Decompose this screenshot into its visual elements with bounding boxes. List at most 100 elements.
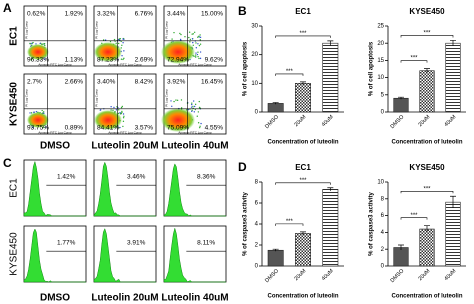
event-dot xyxy=(199,57,202,60)
error-bar xyxy=(300,231,306,236)
column-label: Luteolin 40uM xyxy=(161,293,228,304)
event-dot xyxy=(188,31,191,33)
quadrant-percent: 2.7% xyxy=(27,79,42,86)
event-dot xyxy=(109,40,112,43)
axis-label: Annexin-FITC Log Comp xyxy=(38,62,72,66)
event-dot xyxy=(122,125,124,128)
column-label: DMSO xyxy=(40,293,70,304)
significance-bracket xyxy=(275,73,304,76)
y-tick-label: 15 xyxy=(377,58,384,64)
event-dot xyxy=(192,44,194,46)
error-bar xyxy=(300,81,306,85)
event-dot xyxy=(190,106,193,108)
event-dot xyxy=(191,33,193,35)
density xyxy=(27,44,49,60)
event-dot xyxy=(194,103,197,106)
event-dot xyxy=(199,39,202,41)
quadrant-percent: 3.92% xyxy=(167,79,186,86)
quadrant-percent: 96.33% xyxy=(27,57,49,64)
significance-bracket xyxy=(400,60,428,63)
event-dot xyxy=(197,122,200,124)
event-dot xyxy=(118,109,120,111)
x-axis-label: Concentration of luteolin xyxy=(392,294,463,300)
axis-label: Annexin-FITC Log Comp xyxy=(178,130,212,134)
event-dot xyxy=(198,100,200,103)
event-dot xyxy=(29,43,32,45)
significance-bracket xyxy=(400,190,454,194)
y-tick-label: 10 xyxy=(251,81,258,87)
column-label: DMSO xyxy=(40,141,70,152)
event-dot xyxy=(179,38,182,41)
y-tick-label: 6 xyxy=(255,201,259,207)
event-dot xyxy=(197,55,199,58)
row-label: EC1 xyxy=(9,178,20,198)
y-tick-label: 6 xyxy=(381,213,385,219)
axis-label: PI Log Comp xyxy=(164,89,168,107)
event-dot xyxy=(121,110,123,113)
significance-label: *** xyxy=(286,69,294,75)
bar xyxy=(393,97,409,113)
event-dot xyxy=(199,43,202,45)
quadrant-percent: 87.23% xyxy=(97,57,119,64)
panel-label: A xyxy=(3,1,12,15)
event-dot xyxy=(122,58,124,61)
x-tick-label: DMSO xyxy=(390,268,406,284)
x-axis-label: Concentration of luteolin xyxy=(268,140,339,146)
axis-label: PI Log Comp xyxy=(24,21,28,39)
chart-title: EC1 xyxy=(295,7,311,16)
x-axis-label: Concentration of luteolin xyxy=(268,294,339,300)
density xyxy=(94,42,122,62)
significance-bracket xyxy=(275,223,304,226)
bar xyxy=(295,83,311,113)
y-tick-label: 2 xyxy=(381,247,385,253)
event-dot xyxy=(121,111,123,114)
bar xyxy=(393,247,409,267)
gate-percent: 3.91% xyxy=(127,240,146,247)
event-dot xyxy=(197,43,199,45)
histogram-curve xyxy=(93,161,156,217)
y-tick-label: 0 xyxy=(255,110,259,116)
quadrant-percent: 1.13% xyxy=(65,57,84,64)
axis-label: PI Log Comp xyxy=(94,89,98,107)
event-dot xyxy=(42,127,44,129)
quadrant-percent: 9.62% xyxy=(205,57,224,64)
y-tick-label: 30 xyxy=(251,24,258,30)
chart-title: KYSE450 xyxy=(409,163,445,172)
y-tick-label: 10 xyxy=(377,180,384,186)
event-dot xyxy=(119,112,121,114)
error-bar xyxy=(327,187,334,191)
event-dot xyxy=(193,111,196,113)
event-dot xyxy=(171,38,173,40)
event-dot xyxy=(196,53,199,56)
significance-bracket xyxy=(275,182,331,185)
histogram-curve xyxy=(163,163,226,217)
bar xyxy=(445,42,461,113)
column-label: Luteolin 20uM xyxy=(91,141,158,152)
event-dot xyxy=(120,58,123,60)
event-dot xyxy=(192,33,194,35)
axis-label: Annexin-FITC Log Comp xyxy=(108,62,142,66)
gate-percent: 8.36% xyxy=(197,174,216,181)
event-dot xyxy=(191,38,194,40)
event-dot xyxy=(113,106,115,109)
event-dot xyxy=(184,36,186,38)
significance-label: *** xyxy=(286,219,294,225)
event-dot xyxy=(199,51,202,53)
quadrant-percent: 1.92% xyxy=(65,11,84,18)
event-dot xyxy=(121,105,124,108)
event-dot xyxy=(102,39,105,41)
quadrant-percent: 15.00% xyxy=(201,11,223,18)
bar xyxy=(322,189,339,267)
significance-label: *** xyxy=(410,213,418,219)
panel-label: D xyxy=(238,160,247,174)
event-dot xyxy=(120,112,123,115)
event-dot xyxy=(39,42,41,45)
quadrant-percent: 2.69% xyxy=(135,57,154,64)
chart-title: KYSE450 xyxy=(409,7,445,16)
error-bar xyxy=(450,40,456,46)
density xyxy=(161,108,195,132)
significance-label: *** xyxy=(299,178,307,184)
panel-label: B xyxy=(238,4,247,18)
bar xyxy=(445,201,461,267)
